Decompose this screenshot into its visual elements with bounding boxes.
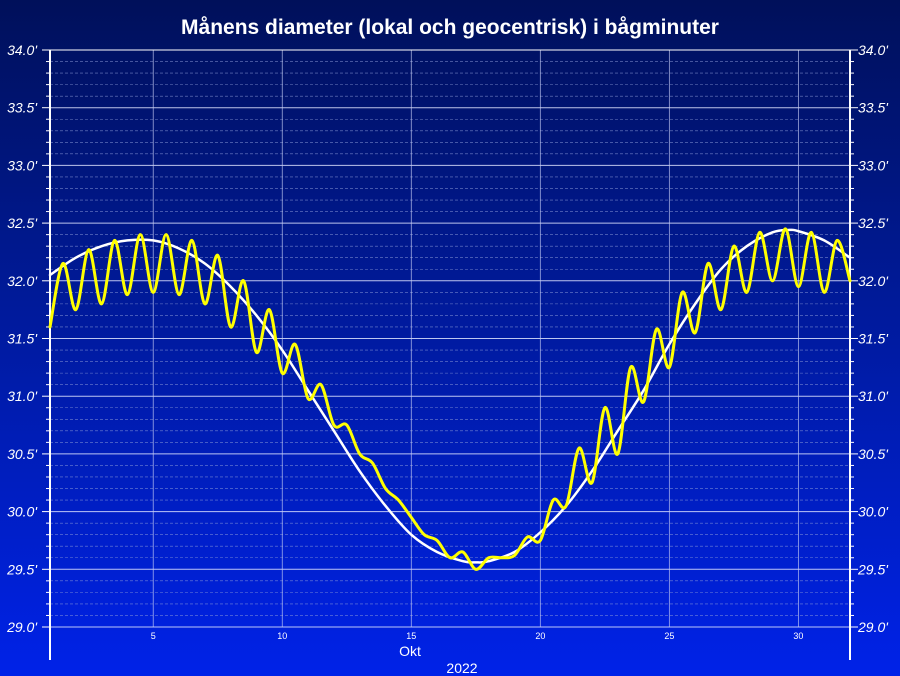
x-axis-month-label: Okt [399,643,421,659]
y-tick-label: 30.5' [858,446,889,462]
x-tick-label: 10 [277,631,287,641]
y-tick-label: 33.5' [7,100,38,116]
chart-title: Månens diameter (lokal och geocentrisk) … [181,16,719,39]
y-tick-label: 30.5' [7,446,38,462]
y-tick-label: 29.0' [857,619,889,635]
series-group [48,227,852,571]
y-tick-label: 31.0' [7,388,38,404]
y-tick-label: 32.0' [7,273,38,289]
y-tick-label: 31.5' [7,331,38,347]
y-tick-label: 33.0' [858,157,889,173]
y-tick-label: 29.0' [6,619,38,635]
y-tick-label: 30.0' [7,504,38,520]
x-tick-label: 15 [406,631,416,641]
grid-lines [50,49,850,628]
x-axis-year-label: 2022 [446,660,477,676]
y-axis-right: 29.0' 29.5' 30.0' 30.5' 31.0' 31.5' 32.0' 32.5'… [850,42,889,635]
x-tick-label: 25 [664,631,674,641]
y-tick-label: 29.5' [6,561,38,577]
y-tick-label: 33.5' [858,100,889,116]
series-line-local [48,227,852,571]
x-tick-label: 5 [151,631,156,641]
x-tick-label: 20 [535,631,545,641]
y-axis-left: 29.0' 29.5' 30.0' 30.5' 31.0' 31.5' 32.0' 32.5'… [6,42,50,635]
y-tick-label: 29.5' [857,561,889,577]
plot-frame [49,49,851,660]
x-tick-label: 30 [793,631,803,641]
x-axis: 5 10 15 20 25 30 [151,631,804,641]
y-tick-label: 33.0' [7,157,38,173]
y-tick-label: 31.0' [858,388,889,404]
y-tick-label: 34.0' [7,42,38,58]
y-tick-label: 34.0' [858,42,889,58]
y-tick-label: 32.0' [858,273,889,289]
y-tick-label: 32.5' [7,215,38,231]
y-tick-label: 32.5' [858,215,889,231]
y-tick-label: 30.0' [858,504,889,520]
y-tick-label: 31.5' [858,331,889,347]
